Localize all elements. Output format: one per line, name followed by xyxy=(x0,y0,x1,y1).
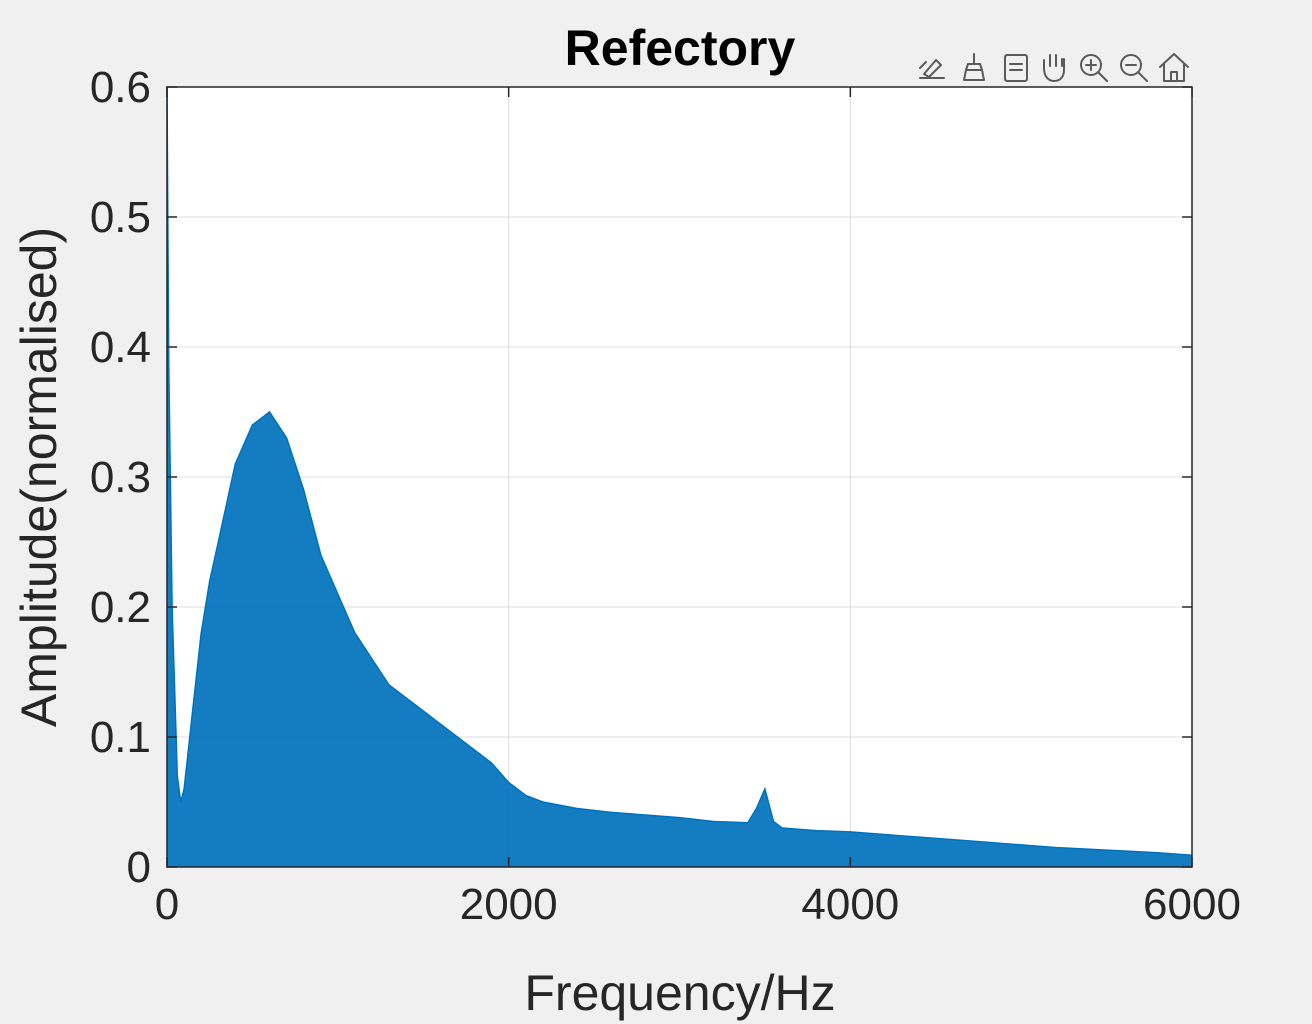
tick-marks xyxy=(166,86,1193,868)
spectrum-point xyxy=(1020,844,1022,846)
x-tick-label: 0 xyxy=(155,880,179,929)
spectrum-point xyxy=(491,762,493,764)
tick-labels: 0 2000 4000 6000 0 0.1 0.2 0.3 0.4 0.5 0.6 xyxy=(90,63,1241,929)
y-tick-label: 0.5 xyxy=(90,193,151,242)
spectrum-point xyxy=(200,632,202,634)
y-tick-label: 0.4 xyxy=(90,323,151,372)
spectrum-point xyxy=(176,775,178,777)
x-tick-label: 4000 xyxy=(801,880,899,929)
spectrum-point xyxy=(405,697,407,699)
spectrum-point xyxy=(713,820,715,823)
x-tick-label: 2000 xyxy=(460,880,558,929)
spectrum-point xyxy=(883,833,886,836)
spectrum-point xyxy=(781,827,783,829)
axes-toolbar xyxy=(914,50,1192,84)
spectrum-point xyxy=(1054,846,1056,849)
spectrum-point xyxy=(525,794,527,797)
y-tick-label: 0.2 xyxy=(90,583,151,632)
spectrum-point xyxy=(337,593,339,595)
y-tick-label: 0.1 xyxy=(90,713,151,762)
spectrum-point xyxy=(439,723,441,725)
spectrum-point xyxy=(772,820,775,823)
spectrum-point xyxy=(251,424,253,426)
spectrum-point xyxy=(610,811,612,814)
spectrum-point xyxy=(371,658,373,660)
spectrum-point xyxy=(508,781,510,784)
y-tick-label: 0.6 xyxy=(90,63,151,112)
brush-icon[interactable] xyxy=(956,50,992,84)
y-axis-label: Amplitude(normalised) xyxy=(11,227,67,727)
edit-plot-icon[interactable] xyxy=(914,50,950,84)
data-tips-icon[interactable] xyxy=(998,50,1034,84)
spectrum-point xyxy=(268,411,271,413)
spectrum-point xyxy=(815,830,817,832)
spectrum-point xyxy=(986,841,988,843)
spectrum-point xyxy=(209,580,211,582)
spectrum-point xyxy=(286,437,288,439)
spectrum-point xyxy=(849,831,851,833)
spectrum-point xyxy=(755,807,758,810)
spectrum-point xyxy=(764,788,766,790)
spectrum-point xyxy=(354,632,356,634)
spectrum-point xyxy=(678,817,681,819)
spectrum-point xyxy=(217,541,219,543)
spectrum-point xyxy=(234,463,236,465)
series-layer xyxy=(166,86,1193,867)
spectrum-point xyxy=(388,684,390,686)
chart-title: Refectory xyxy=(565,20,796,76)
spectrum-point xyxy=(473,749,476,751)
spectrum-point xyxy=(456,736,458,738)
spectrum-point xyxy=(644,814,646,816)
spectrum-point xyxy=(183,788,185,790)
spectrum-point xyxy=(422,710,424,712)
spectrum-point xyxy=(576,807,578,810)
spectrum-point xyxy=(542,801,544,803)
zoom-in-icon[interactable] xyxy=(1076,50,1112,84)
zoom-out-icon[interactable] xyxy=(1116,50,1152,84)
pan-hand-icon[interactable] xyxy=(1036,50,1072,84)
home-icon[interactable] xyxy=(1156,50,1192,84)
spectrum-point xyxy=(935,837,937,840)
spectrum-point xyxy=(1106,849,1108,851)
spectrum-point xyxy=(747,822,749,824)
x-axis-label: Frequency/Hz xyxy=(524,965,835,1021)
spectrum-point xyxy=(180,801,182,803)
spectrum-point xyxy=(192,710,194,712)
spectrum-point xyxy=(1157,852,1159,854)
spectrum-point xyxy=(168,359,170,361)
spectrum-area xyxy=(167,87,1192,867)
y-tick-label: 0.3 xyxy=(90,453,151,502)
y-tick-label: 0 xyxy=(127,843,151,892)
spectrum-point xyxy=(320,554,322,556)
spectrum-point xyxy=(303,489,305,491)
x-tick-label: 6000 xyxy=(1143,880,1241,929)
